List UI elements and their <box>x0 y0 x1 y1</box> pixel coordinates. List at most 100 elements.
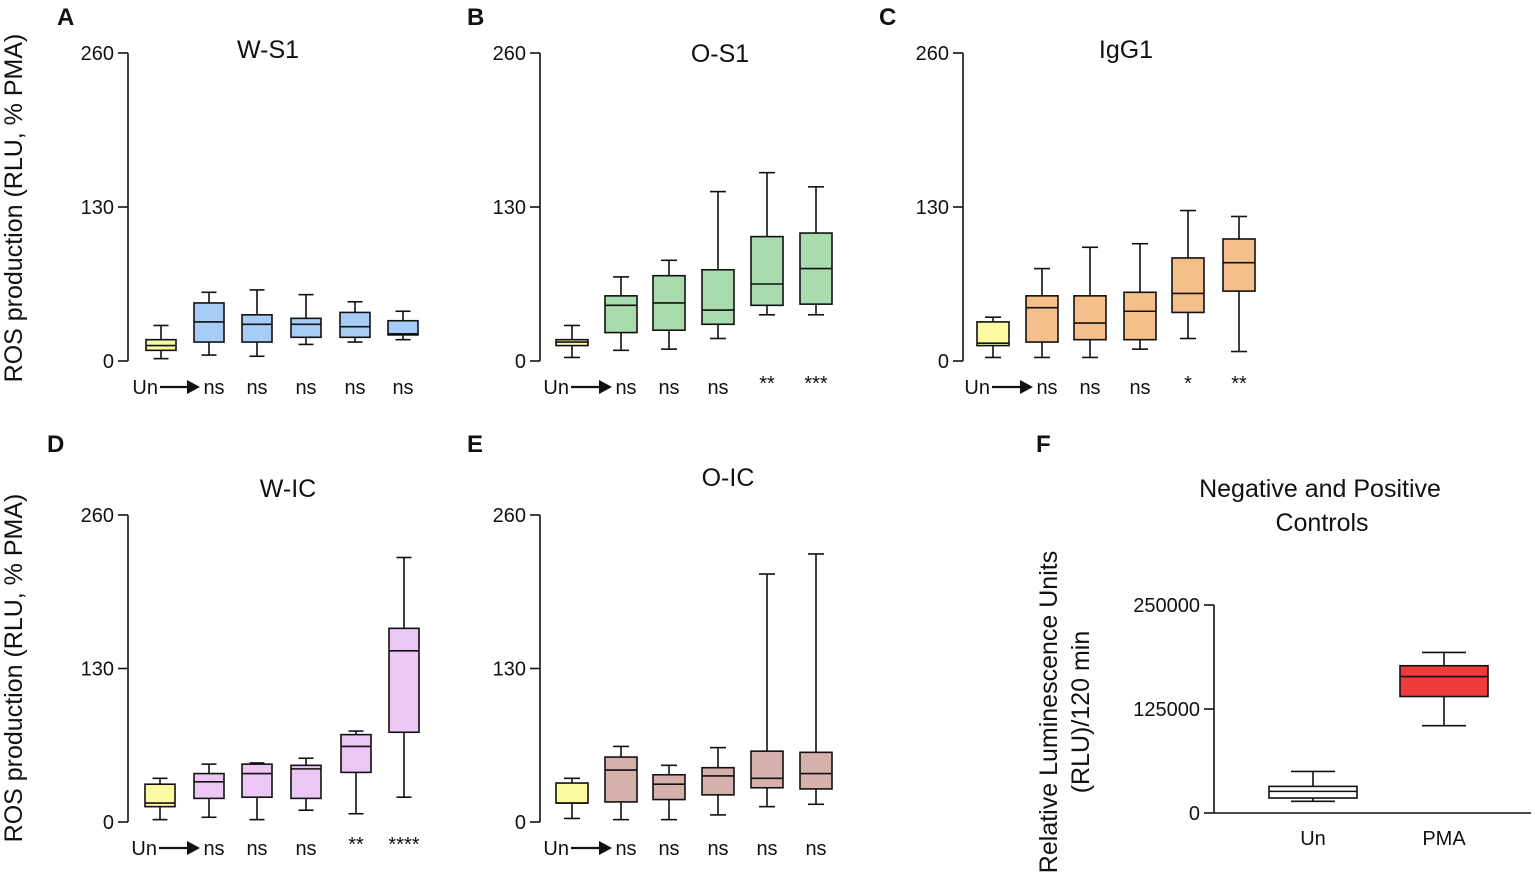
panel-f-x-label-2: PMA <box>1422 828 1466 850</box>
panel-e-y-tick-label: 0 <box>515 812 526 834</box>
box-iqr <box>604 756 638 803</box>
y-axis-label-top: ROS production (RLU, % PMA) <box>0 34 28 383</box>
panel-d-box-6 <box>388 556 420 799</box>
panel-f-plot: 0 125000 250000 Un PMA <box>1133 595 1531 850</box>
panel-b-y-tick-label: 130 <box>493 197 526 219</box>
panel-f-y-label-line2: (RLU)/120 min <box>1067 631 1095 794</box>
panel-c-x-label-6: ** <box>1231 373 1247 395</box>
panel-a-arrow-head <box>187 380 200 394</box>
box-iqr <box>1123 291 1157 341</box>
panel-a-box-6 <box>387 310 419 341</box>
panel-b-x-label-6: *** <box>804 373 828 395</box>
box-iqr <box>750 750 784 789</box>
panel-a-box-1 <box>145 324 177 360</box>
panel-title-w-ic: W-IC <box>260 475 316 503</box>
box-iqr <box>387 319 419 336</box>
panel-c-x-label-2: ns <box>1036 377 1057 399</box>
panel-e-y-tick-label: 260 <box>493 505 526 527</box>
panel-d-y-tick-label: 260 <box>81 505 114 527</box>
panel-f-y-label-line1: Relative Luminescence Units <box>1035 551 1063 873</box>
panel-a-box-5 <box>339 300 371 343</box>
panel-c-x-label-1: Un <box>964 377 990 399</box>
panel-b-x-label-1: Un <box>543 377 569 399</box>
panel-b-box-4 <box>701 190 735 340</box>
panel-c-box-1 <box>976 316 1010 359</box>
panel-letter-f: F <box>1036 431 1051 458</box>
box-iqr <box>241 763 273 799</box>
panel-e-arrow-head <box>599 841 612 855</box>
panel-e-x-label-5: ns <box>756 838 777 860</box>
panel-b-x-label-2: ns <box>615 377 636 399</box>
panel-a-box-2 <box>193 291 225 356</box>
y-axis-label-bottom: ROS production (RLU, % PMA) <box>0 494 28 843</box>
panel-title-igg1: IgG1 <box>1099 36 1153 64</box>
panel-c-box-4 <box>1123 242 1157 350</box>
panel-b-x-label-4: ns <box>707 377 728 399</box>
panel-e-x-label-2: ns <box>615 838 636 860</box>
box-iqr <box>1171 257 1205 314</box>
box-iqr <box>799 751 833 790</box>
panel-f-y-tick-label: 125000 <box>1133 699 1200 721</box>
panel-e-x-label-1: Un <box>543 838 569 860</box>
panel-d-x-label-3: ns <box>246 838 267 860</box>
panel-b-box-3 <box>652 259 686 350</box>
panel-a-y-tick-label: 130 <box>81 197 114 219</box>
panel-d-x-label-6: **** <box>388 834 419 856</box>
panel-b-y-tick-label: 260 <box>493 43 526 65</box>
panel-c-box-3 <box>1073 246 1107 359</box>
box-iqr <box>604 295 638 334</box>
panel-a-x-label-2: ns <box>203 377 224 399</box>
panel-d-y-tick-label: 0 <box>103 812 114 834</box>
box-iqr <box>1399 664 1489 698</box>
panel-b-arrow-head <box>599 380 612 394</box>
panel-a-y-tick-label: 0 <box>103 351 114 373</box>
panel-d-box-1 <box>144 777 176 821</box>
panel-e-box-2 <box>604 745 638 821</box>
panel-d-arrow-head <box>187 841 200 855</box>
box-iqr <box>1268 785 1358 799</box>
panel-b-y-tick-label: 0 <box>515 351 526 373</box>
box-iqr <box>193 772 225 800</box>
panel-a-x-label-5: ns <box>344 377 365 399</box>
box-iqr <box>1073 295 1107 341</box>
panel-c-x-label-5: * <box>1184 373 1192 395</box>
panel-b-box-1 <box>555 324 589 359</box>
panel-c-x-label-4: ns <box>1129 377 1150 399</box>
panel-letter-c: C <box>879 4 896 31</box>
panel-c-x-label-3: ns <box>1079 377 1100 399</box>
panel-d-box-5 <box>340 730 372 815</box>
box-iqr <box>388 627 420 734</box>
panel-c-y-tick-label: 260 <box>916 43 949 65</box>
panel-letter-a: A <box>57 4 74 31</box>
panel-title-w-s1: W-S1 <box>237 36 299 64</box>
panel-title-o-s1: O-S1 <box>691 40 749 68</box>
panel-e-box-5 <box>750 573 784 808</box>
box-iqr <box>701 766 735 796</box>
box-iqr <box>1222 238 1256 292</box>
panel-c-y-tick-label: 130 <box>916 197 949 219</box>
box-iqr <box>144 783 176 808</box>
panel-a-box-3 <box>241 289 273 358</box>
panel-e-x-label-4: ns <box>707 838 728 860</box>
panel-a-x-label-6: ns <box>392 377 413 399</box>
panel-c-arrow-head <box>1020 380 1033 394</box>
panel-e-x-label-6: ns <box>805 838 826 860</box>
panel-d-box-3 <box>241 762 273 821</box>
panel-a-x-label-1: Un <box>132 377 158 399</box>
box-iqr <box>290 317 322 339</box>
panel-e-box-1 <box>555 777 589 820</box>
panel-e-box-3 <box>652 764 686 821</box>
panel-c-y-tick-label: 0 <box>938 351 949 373</box>
panel-b-x-label-5: ** <box>759 373 775 395</box>
panel-d-y-tick-label: 130 <box>81 659 114 681</box>
panel-d-x-label-2: ns <box>203 838 224 860</box>
panel-e-x-label-3: ns <box>658 838 679 860</box>
panel-f-box-2 <box>1399 651 1489 727</box>
box-iqr <box>750 235 784 307</box>
